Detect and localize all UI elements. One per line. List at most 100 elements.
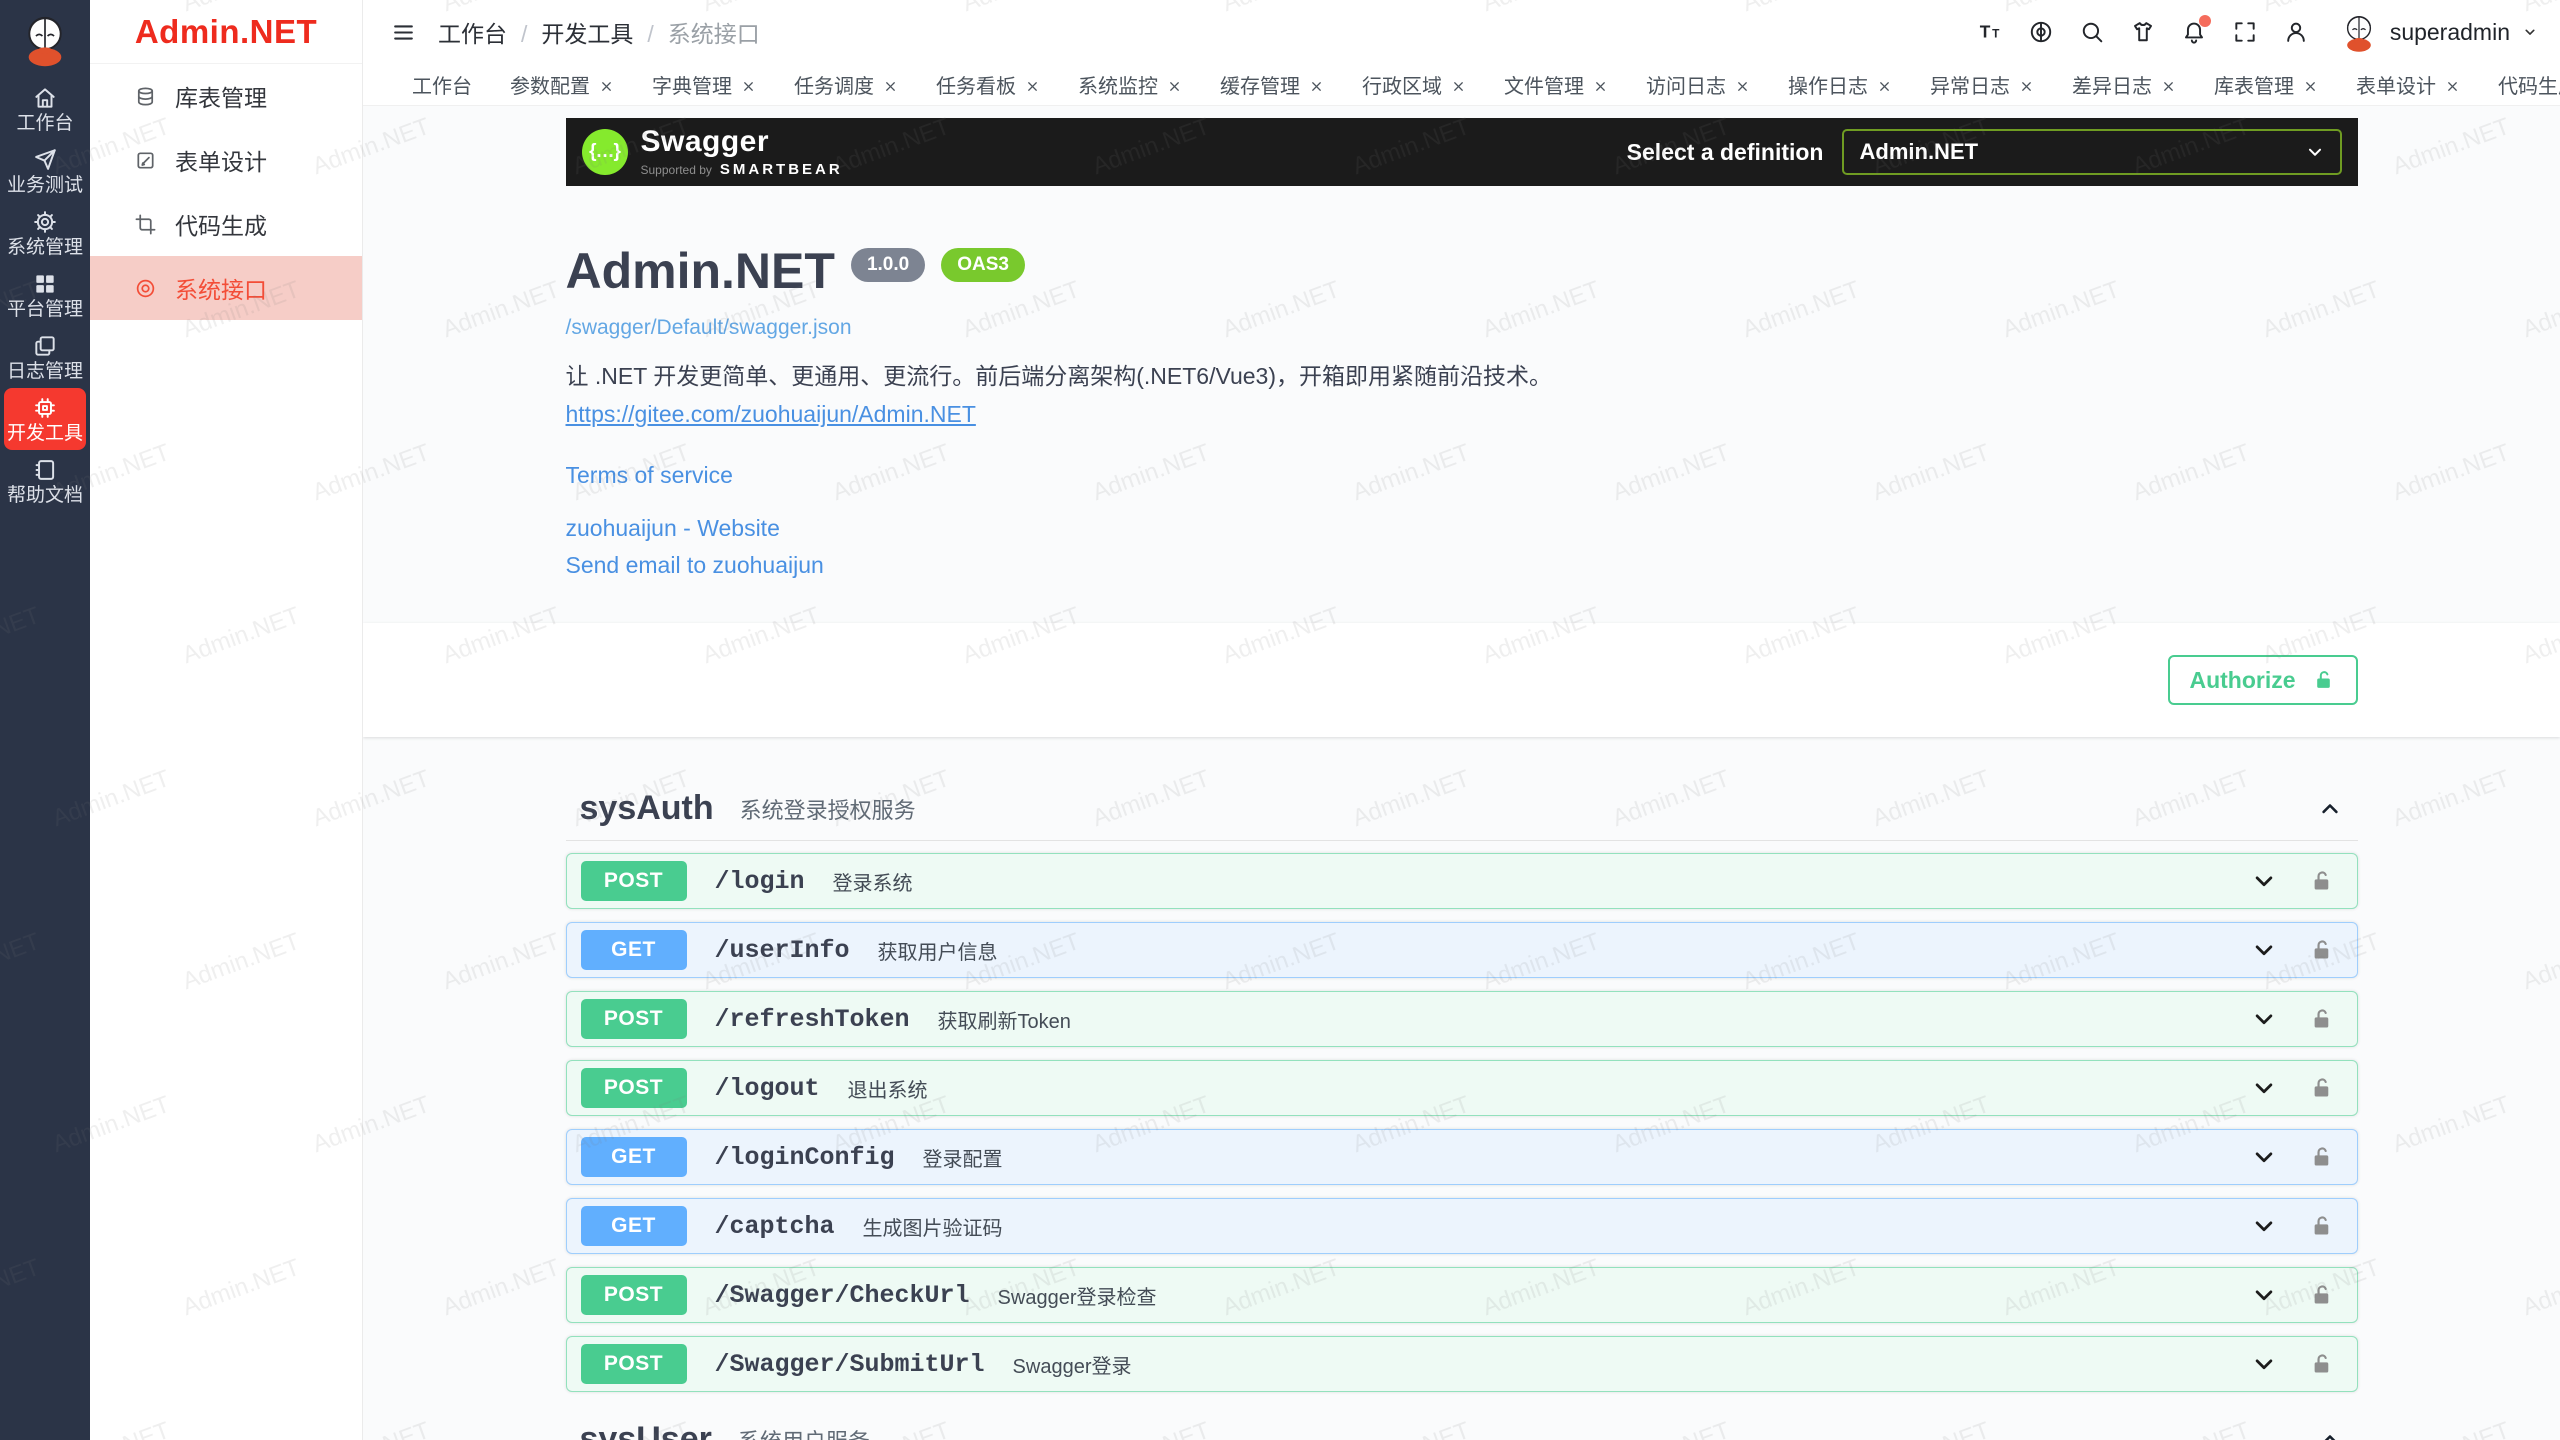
tab-item[interactable]: 表单设计	[2337, 64, 2479, 105]
rail-item-chip[interactable]: 开发工具	[4, 388, 86, 450]
close-icon[interactable]	[1593, 77, 1608, 92]
close-icon[interactable]	[883, 77, 898, 92]
endpoint-summary: 登录系统	[832, 872, 913, 895]
close-icon[interactable]	[2161, 77, 2176, 92]
endpoint-row[interactable]: POST/login 登录系统	[565, 853, 2358, 910]
rail-item-send[interactable]: 业务测试	[4, 140, 86, 202]
tab-item[interactable]: 代码生成	[2479, 64, 2560, 105]
breadcrumb-item[interactable]: 工作台	[438, 21, 507, 47]
lock-open-icon[interactable]	[2309, 1006, 2335, 1032]
section-header[interactable]: sysAuth 系统登录授权服务	[565, 777, 2358, 842]
close-icon[interactable]	[1877, 77, 1892, 92]
lock-open-icon[interactable]	[2309, 1213, 2335, 1239]
tab-item[interactable]: 缓存管理	[1201, 64, 1343, 105]
person-icon[interactable]	[2283, 19, 2309, 45]
close-icon[interactable]	[1025, 77, 1040, 92]
tab-item[interactable]: 行政区域	[1343, 64, 1485, 105]
chevron-down-icon[interactable]	[2249, 935, 2279, 965]
sidebar-item-form[interactable]: 表单设计	[90, 128, 362, 192]
chevron-down-icon[interactable]	[2249, 1004, 2279, 1034]
close-icon[interactable]	[1167, 77, 1182, 92]
language-icon[interactable]	[2028, 19, 2054, 45]
rail-item-home[interactable]: 工作台	[4, 78, 86, 140]
rail-item-label: 系统管理	[6, 237, 83, 258]
lock-open-icon[interactable]	[2309, 1075, 2335, 1101]
email-link[interactable]: Send email to zuohuaijun	[565, 552, 824, 579]
chevron-up-icon[interactable]	[2316, 795, 2344, 823]
endpoint-row[interactable]: GET/loginConfig 登录配置	[565, 1129, 2358, 1186]
chevron-down-icon[interactable]	[2249, 1211, 2279, 1241]
app-avatar[interactable]	[16, 10, 74, 68]
chevron-down-icon[interactable]	[2249, 1280, 2279, 1310]
close-icon[interactable]	[2019, 77, 2034, 92]
tab-item[interactable]: 工作台	[393, 64, 491, 105]
rail-item-gear[interactable]: 系统管理	[4, 202, 86, 264]
rail-item-copy[interactable]: 日志管理	[4, 326, 86, 388]
shirt-icon[interactable]	[2130, 19, 2156, 45]
lock-open-icon[interactable]	[2309, 1144, 2335, 1170]
spec-url-link[interactable]: /swagger/Default/swagger.json	[565, 316, 852, 339]
section-sysAuth: sysAuth 系统登录授权服务 POST/login 登录系统 GET/userInf…	[565, 777, 2358, 1393]
endpoint-row[interactable]: POST/refreshToken 获取刷新Token	[565, 991, 2358, 1048]
bell-icon[interactable]	[2181, 15, 2211, 45]
fullscreen-icon[interactable]	[2232, 19, 2258, 45]
tab-item[interactable]: 访问日志	[1627, 64, 1769, 105]
tab-item[interactable]: 操作日志	[1769, 64, 1911, 105]
endpoint-path: /Swagger/CheckUrl	[714, 1280, 970, 1310]
repo-link[interactable]: https://gitee.com/zuohuaijun/Admin.NET	[565, 401, 976, 428]
rail-item-label: 业务测试	[6, 175, 83, 196]
tab-item[interactable]: 字典管理	[633, 64, 775, 105]
endpoint-row[interactable]: GET/captcha 生成图片验证码	[565, 1198, 2358, 1255]
tab-item[interactable]: 库表管理	[2195, 64, 2337, 105]
sidebar-item-crop[interactable]: 代码生成	[90, 192, 362, 256]
lock-open-icon[interactable]	[2309, 1282, 2335, 1308]
rail-item-label: 日志管理	[6, 361, 83, 382]
terms-link[interactable]: Terms of service	[565, 462, 733, 489]
endpoint-row[interactable]: GET/userInfo 获取用户信息	[565, 922, 2358, 979]
lock-open-icon[interactable]	[2309, 937, 2335, 963]
close-icon[interactable]	[1451, 77, 1466, 92]
rail-item-grid[interactable]: 平台管理	[4, 264, 86, 326]
close-icon[interactable]	[2445, 77, 2460, 92]
lock-open-icon[interactable]	[2309, 868, 2335, 894]
tab-item[interactable]: 文件管理	[1485, 64, 1627, 105]
tab-item[interactable]: 任务调度	[775, 64, 917, 105]
tab-item[interactable]: 差异日志	[2053, 64, 2195, 105]
sidebar-item-target[interactable]: 系统接口	[90, 256, 362, 320]
tab-item[interactable]: 系统监控	[1059, 64, 1201, 105]
search-icon[interactable]	[2079, 19, 2105, 45]
close-icon[interactable]	[1309, 77, 1324, 92]
chevron-up-icon[interactable]	[2316, 1426, 2344, 1440]
endpoint-row[interactable]: POST/Swagger/SubmitUrl Swagger登录	[565, 1336, 2358, 1393]
definition-select[interactable]: Admin.NET	[1841, 129, 2342, 175]
contact-link[interactable]: zuohuaijun - Website	[565, 515, 780, 542]
close-icon[interactable]	[741, 77, 756, 92]
authorize-button[interactable]: Authorize	[2167, 655, 2358, 706]
method-badge: POST	[580, 1275, 687, 1316]
menu-toggle-icon[interactable]	[391, 20, 416, 45]
close-icon[interactable]	[2303, 77, 2318, 92]
close-icon[interactable]	[1735, 77, 1750, 92]
chevron-down-icon[interactable]	[2249, 1073, 2279, 1103]
tab-item[interactable]: 任务看板	[917, 64, 1059, 105]
endpoint-row[interactable]: POST/Swagger/CheckUrl Swagger登录检查	[565, 1267, 2358, 1324]
breadcrumb-item[interactable]: 开发工具	[541, 21, 634, 47]
lock-open-icon[interactable]	[2309, 1351, 2335, 1377]
chevron-down-icon[interactable]	[2249, 1349, 2279, 1379]
close-icon[interactable]	[599, 77, 614, 92]
tab-item[interactable]: 参数配置	[491, 64, 633, 105]
chevron-down-icon[interactable]	[2249, 1142, 2279, 1172]
tab-label: 差异日志	[2072, 76, 2152, 98]
auth-scheme-inner: Authorize	[566, 655, 2358, 706]
definition-select-value: Admin.NET	[1859, 139, 1979, 164]
section-header[interactable]: sysUser 系统用户服务	[566, 1408, 2358, 1440]
chevron-down-icon[interactable]	[2249, 866, 2279, 896]
user-menu[interactable]: superadmin	[2338, 11, 2540, 53]
endpoint-row[interactable]: POST/logout 退出系统	[565, 1060, 2358, 1117]
sidebar-item-database[interactable]: 库表管理	[90, 64, 362, 128]
tab-item[interactable]: 异常日志	[1911, 64, 2053, 105]
rail-item-book[interactable]: 帮助文档	[4, 450, 86, 512]
